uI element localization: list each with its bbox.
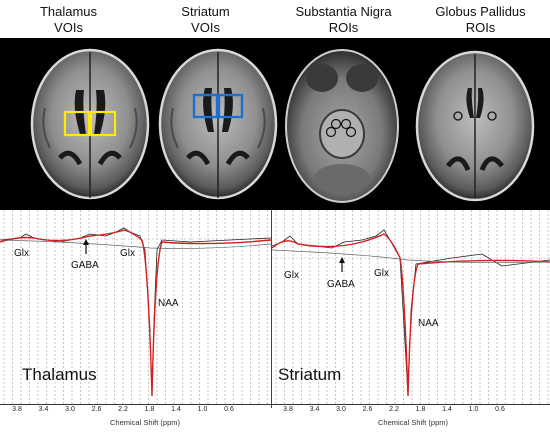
mri-images — [30, 48, 535, 203]
tick-label: 3.4 — [39, 406, 49, 413]
spectrum-thalamus-plot: Glx GABA Glx NAA Thalamus 3.8 3.4 3.0 2.6 2.… — [0, 210, 271, 413]
tick-label: 2.2 — [389, 406, 399, 413]
peak-gaba: GABA — [71, 260, 99, 271]
gp-roi-right — [487, 111, 497, 121]
sn-roi-2 — [340, 118, 352, 130]
tick-label: 3.4 — [310, 406, 320, 413]
spectrum-thalamus-fit — [0, 229, 271, 397]
tick-label: 1.8 — [416, 406, 426, 413]
tick-label: 3.0 — [336, 406, 346, 413]
spectrum-thalamus: Glx GABA Glx NAA Thalamus 3.8 3.4 3.0 2.6 2.… — [0, 210, 271, 418]
header-striatum: Striatum VOIs — [137, 4, 274, 36]
tick-label: 3.8 — [12, 406, 22, 413]
striatum-voi-left — [192, 93, 219, 119]
mri-striatum — [158, 48, 278, 200]
spectrum-striatum-fit — [272, 233, 550, 397]
tick-label: 0.6 — [224, 406, 234, 413]
sn-roi-4 — [345, 126, 357, 138]
tick-label: 1.4 — [171, 406, 181, 413]
xlabel-thalamus: Chemical Shift (ppm) — [110, 418, 181, 427]
panel-divider — [271, 210, 272, 408]
header-striatum-sub: VOIs — [191, 20, 220, 35]
mri-image-strip — [0, 38, 550, 210]
thalamus-voi-right — [89, 110, 117, 137]
spectrum-region-label: Striatum — [278, 365, 341, 384]
peak-glx-right: Glx — [120, 248, 135, 259]
tick-label: 0.6 — [495, 406, 505, 413]
tick-label: 1.4 — [442, 406, 452, 413]
mri-substantia-nigra — [285, 49, 399, 203]
tick-label: 2.6 — [92, 406, 102, 413]
header-gp-title: Globus Pallidus — [435, 4, 526, 19]
thalamus-voi-left — [63, 110, 91, 137]
striatum-voi-right — [217, 93, 244, 119]
header-thalamus-sub: VOIs — [54, 20, 83, 35]
mri-globus-pallidus — [415, 50, 535, 202]
gp-roi-left — [453, 111, 463, 121]
header-thalamus: Thalamus VOIs — [0, 4, 137, 36]
tick-label: 2.2 — [118, 406, 128, 413]
header-striatum-title: Striatum — [181, 4, 230, 19]
peak-gaba: GABA — [327, 279, 355, 290]
xlabel-striatum: Chemical Shift (ppm) — [378, 418, 449, 427]
header-gp-sub: ROIs — [465, 20, 496, 35]
sn-roi-1 — [330, 118, 342, 130]
sn-roi-3 — [325, 126, 337, 138]
tick-label: 3.0 — [65, 406, 75, 413]
peak-glx-left: Glx — [284, 270, 299, 281]
spectrum-striatum-plot: Glx GABA Glx NAA Striatum 3.8 3.4 3.0 2.6 2.… — [272, 210, 550, 413]
mri-thalamus — [30, 48, 150, 200]
tick-label: 1.0 — [198, 406, 208, 413]
header-sn-title: Substantia Nigra — [295, 4, 392, 19]
header-substantia-nigra: Substantia Nigra ROIs — [275, 4, 412, 36]
header-sn-sub: ROIs — [328, 20, 359, 35]
tick-label: 1.0 — [469, 406, 479, 413]
spectrum-striatum: Glx GABA Glx NAA Striatum 3.8 3.4 3.0 2.6 2.… — [272, 210, 550, 418]
peak-naa: NAA — [158, 298, 179, 309]
header-thalamus-title: Thalamus — [39, 4, 98, 19]
tick-label: 2.6 — [363, 406, 373, 413]
tick-label: 3.8 — [283, 406, 293, 413]
tick-label: 1.8 — [145, 406, 155, 413]
axis-rule — [0, 404, 550, 405]
header-globus-pallidus: Globus Pallidus ROIs — [412, 4, 549, 36]
peak-glx-left: Glx — [14, 248, 29, 259]
peak-glx-right: Glx — [374, 268, 389, 279]
peak-naa: NAA — [418, 318, 439, 329]
spectrum-region-label: Thalamus — [22, 365, 97, 384]
